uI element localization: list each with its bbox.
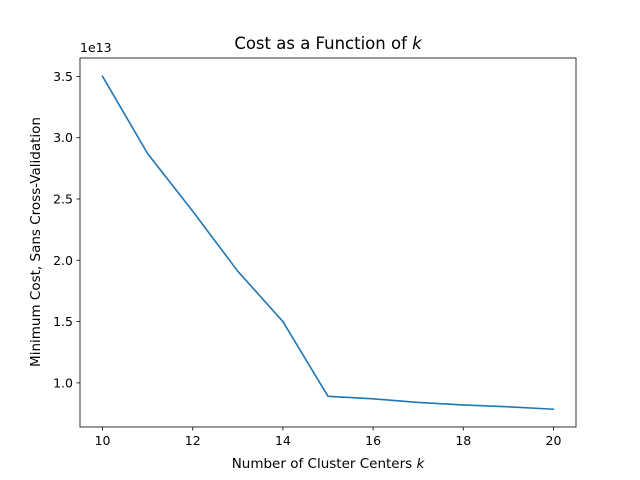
x-axis-ticks: 10 12 14 16 18 20: [95, 427, 562, 448]
x-tick-label: 18: [455, 433, 471, 448]
y-axis-ticks: 1.0 1.5 2.0 2.5 3.0 3.5: [53, 69, 80, 390]
x-tick-label: 20: [546, 433, 562, 448]
x-tick-label: 12: [185, 433, 201, 448]
chart-title: Cost as a Function of k: [234, 34, 423, 53]
x-tick-label: 10: [95, 433, 111, 448]
x-tick-label: 16: [365, 433, 381, 448]
y-tick-label: 1.0: [53, 375, 73, 390]
axes-frame: [79, 57, 577, 428]
y-tick-label: 3.5: [53, 69, 73, 84]
plot-area: [101, 75, 555, 411]
y-axis-label: Minimum Cost, Sans Cross-Validation: [28, 117, 44, 367]
x-axis-label: Number of Cluster Centers k: [232, 456, 426, 472]
y-tick-label: 2.0: [53, 253, 73, 268]
x-tick-label: 14: [275, 433, 291, 448]
y-offset-label: 1e13: [80, 40, 112, 55]
y-tick-label: 3.0: [53, 130, 73, 145]
y-tick-label: 2.5: [53, 191, 73, 206]
y-tick-label: 1.5: [53, 314, 73, 329]
series-line-0: [101, 75, 555, 411]
